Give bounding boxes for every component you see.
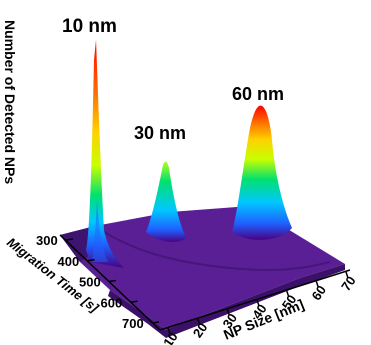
y-tick-mark (130, 300, 138, 303)
peak-30nm (146, 161, 186, 242)
x-tick-label: 30 (220, 311, 241, 331)
y-tick-mark (108, 279, 117, 283)
peak-label-30nm: 30 nm (134, 123, 186, 143)
peak-10nm (86, 40, 124, 268)
x-tick-mark (315, 281, 320, 288)
peak-label-60nm: 60 nm (232, 84, 284, 104)
z-axis-label: Number of Detected NPs (2, 20, 18, 184)
x-tick-mark (226, 309, 231, 316)
peak-60nm (232, 105, 292, 240)
x-tick-mark (285, 290, 290, 297)
surface-ridge (94, 225, 331, 271)
x-tick-mark (345, 271, 349, 279)
x-tick-label: 70 (338, 273, 359, 293)
x-tick-label: 40 (249, 301, 270, 321)
y-axis-line (59, 234, 161, 331)
x-tick-label: 20 (190, 320, 211, 340)
y-tick-label: 600 (101, 295, 123, 310)
x-tick-mark (196, 318, 201, 325)
y-tick-label: 400 (58, 254, 80, 269)
x-axis-line (159, 269, 351, 331)
y-tick-label: 700 (122, 316, 144, 331)
y-tick-label: 300 (36, 233, 58, 248)
y-tick-mark (151, 321, 160, 324)
y-tick-mark (65, 238, 74, 241)
peak-label-10nm: 10 nm (62, 16, 117, 37)
x-tick-mark (256, 299, 260, 307)
x-tick-mark (167, 327, 171, 335)
x-tick-label: 50 (279, 292, 300, 312)
x-tick-label: 60 (309, 283, 330, 303)
x-axis-ticks: 10 20 30 40 50 60 70 (160, 271, 359, 345)
y-tick-label: 500 (79, 275, 101, 290)
y-tick-mark (87, 259, 95, 262)
surface-floor-front (108, 264, 345, 338)
